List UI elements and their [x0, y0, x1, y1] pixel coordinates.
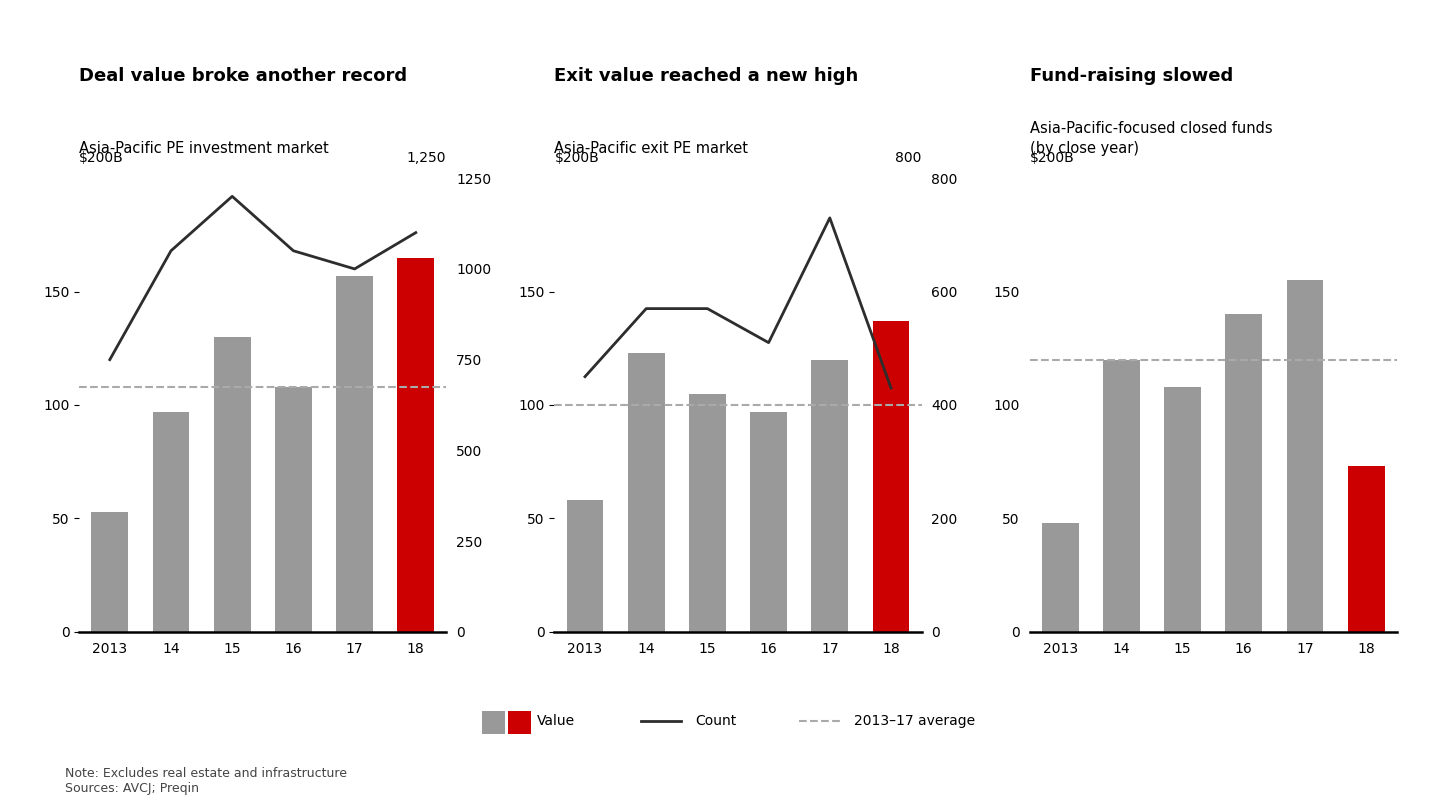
Bar [873, 321, 910, 632]
Bar [1287, 280, 1323, 632]
Bar [1348, 467, 1385, 632]
Bar [750, 411, 788, 632]
Text: Value: Value [537, 714, 575, 728]
Text: Asia-Pacific-focused closed funds
(by close year): Asia-Pacific-focused closed funds (by cl… [1030, 121, 1272, 156]
Bar [92, 512, 128, 632]
Text: Fund-raising slowed: Fund-raising slowed [1030, 67, 1233, 85]
Bar [275, 387, 311, 632]
Bar [397, 258, 433, 632]
Text: $200B: $200B [79, 151, 124, 164]
Bar [153, 411, 189, 632]
Bar [213, 337, 251, 632]
Bar [628, 353, 665, 632]
Text: 1,250: 1,250 [408, 151, 446, 164]
Bar [812, 360, 848, 632]
Bar [337, 275, 373, 632]
Text: 2013–17 average: 2013–17 average [854, 714, 975, 728]
Bar [690, 394, 726, 632]
Bar [1041, 523, 1079, 632]
Text: Count: Count [696, 714, 737, 728]
Bar [567, 501, 603, 632]
Bar [1103, 360, 1139, 632]
Text: Exit value reached a new high: Exit value reached a new high [554, 67, 858, 85]
Bar [1225, 314, 1261, 632]
Text: Asia-Pacific exit PE market: Asia-Pacific exit PE market [554, 140, 749, 156]
Text: Deal value broke another record: Deal value broke another record [79, 67, 408, 85]
Bar [1164, 387, 1201, 632]
Text: Note: Excludes real estate and infrastructure
Sources: AVCJ; Preqin: Note: Excludes real estate and infrastru… [65, 767, 347, 795]
Text: $200B: $200B [554, 151, 599, 164]
Text: 800: 800 [896, 151, 922, 164]
Text: Asia-Pacific PE investment market: Asia-Pacific PE investment market [79, 140, 328, 156]
Text: $200B: $200B [1030, 151, 1074, 164]
